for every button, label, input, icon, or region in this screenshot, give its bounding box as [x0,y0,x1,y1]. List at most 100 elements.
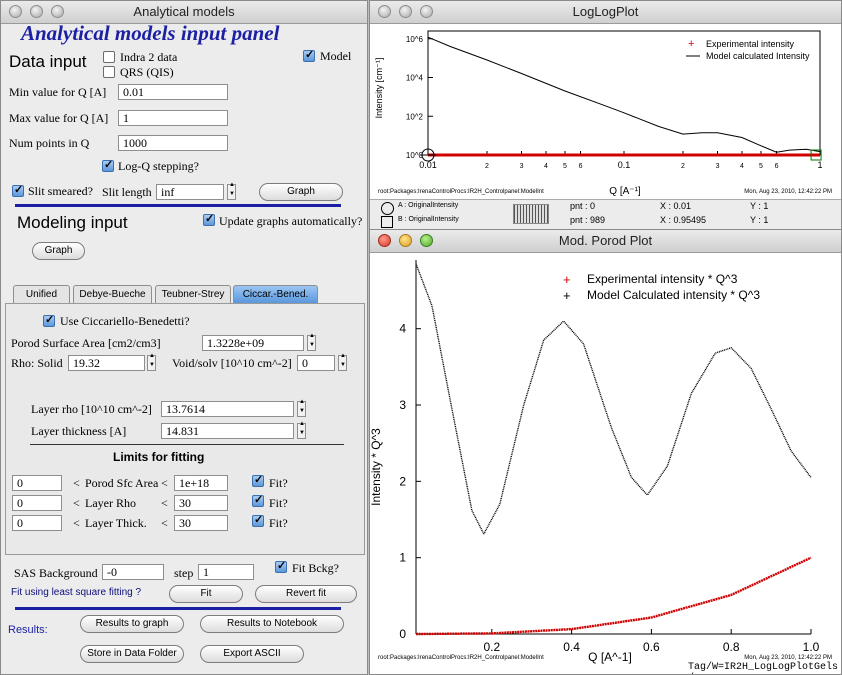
loglog-ylabel: Intensity [cm⁻¹] [374,58,384,119]
fit-layer-rho-label: Fit? [269,496,288,510]
layer-rho-field[interactable]: 13.7614 [161,401,294,417]
void-solv-field[interactable]: 0 [297,355,335,371]
zoom-icon[interactable] [51,5,64,18]
porod-exp-series [416,556,812,636]
results-to-graph-button[interactable]: Results to graph [80,615,184,633]
void-solv-stepper[interactable] [338,353,347,371]
limit-name-layer-rho: Layer Rho [85,496,136,510]
slit-length-stepper[interactable] [227,182,236,200]
model-checkbox[interactable] [303,48,315,62]
max-q-label: Max value for Q [A] [9,111,109,125]
minimize-icon[interactable] [30,5,43,18]
use-cb-label: Use Ciccariello-Benedetti? [60,314,190,328]
porod-area-stepper[interactable] [307,333,316,351]
loglog-x-tick-label: 1 [817,160,822,170]
num-points-label: Num points in Q [9,136,90,150]
layer-thickness-field[interactable]: 14.831 [161,423,294,439]
cursor-a-circle-icon[interactable] [381,202,394,215]
layer-thickness-stepper[interactable] [297,421,306,439]
modeling-graph-button[interactable]: Graph [32,242,85,260]
model-label: Model [320,49,352,63]
sas-background-label: SAS Background [14,566,98,580]
lt-sign: < [73,496,80,510]
loglog-x-tick-label: 3 [716,163,720,170]
zoom-icon[interactable] [420,5,433,18]
minimize-icon[interactable] [399,5,412,18]
porod-y-tick-label: 2 [399,474,406,488]
log-q-checkbox[interactable] [102,158,114,172]
porod-area-label: Porod Surface Area [cm2/cm3] [11,336,161,350]
loglog-y-tick-label: 10^2 [406,112,424,121]
loglog-x-tick-label: 3 [520,163,524,170]
pnt-a: pnt : 0 [570,201,596,211]
limit-high-porod[interactable]: 1e+18 [174,475,228,491]
min-q-field[interactable]: 0.01 [118,84,228,100]
layer-rho-label: Layer rho [10^10 cm^-2] [31,402,152,416]
sas-background-field[interactable]: -0 [102,564,164,580]
loglog-chart: 0.01 2 3 4 5 6 0.1 2 3 4 5 6 1 10^0 10^2 10^4 10^6 Inten… [374,30,832,197]
tab-teubner-strey[interactable]: Teubner-Strey [155,285,231,303]
fit-layer-rho-checkbox[interactable] [252,493,264,507]
limit-low-layer-thick[interactable]: 0 [12,515,62,531]
rho-solid-label: Rho: Solid [11,356,63,370]
svg-text:+: + [563,272,571,287]
cursor-a-label: A : OriginalIntensity [398,202,459,209]
loglog-x-tick-label: 5 [563,163,567,170]
divider-1 [15,204,341,207]
fit-porod-checkbox[interactable] [252,473,264,487]
limit-high-layer-rho[interactable]: 30 [174,495,228,511]
tab-ciccar-bened[interactable]: Ciccar.-Bened. [233,285,318,303]
loglog-x-tick-label: 2 [681,163,685,170]
layer-rho-stepper[interactable] [297,399,306,417]
minimize-icon[interactable] [399,234,412,247]
slit-length-field[interactable]: inf [156,184,224,200]
svg-text:+: + [563,288,571,303]
loglog-y-tick-label: 10^6 [406,35,424,44]
loglog-legend-exp: Experimental intensity [706,39,795,49]
fit-layer-thick-label: Fit? [269,516,288,530]
fit-layer-thick-checkbox[interactable] [252,513,264,527]
svg-text:+: + [688,38,694,50]
data-graph-button[interactable]: Graph [259,183,343,201]
close-icon[interactable] [9,5,22,18]
log-q-label: Log-Q stepping? [118,159,199,173]
rho-solid-stepper[interactable] [147,353,156,371]
indra2-checkbox[interactable] [103,51,115,63]
loglog-x-tick-label: 0.1 [618,160,631,170]
porod-area-field[interactable]: 1.3228e+09 [202,335,304,351]
porod-legend: + Experimental intensity * Q^3 + Model C… [563,272,760,303]
fit-bckg-checkbox[interactable] [275,559,287,573]
limit-high-layer-thick[interactable]: 30 [174,515,228,531]
update-graphs-checkbox[interactable] [203,212,215,226]
loglog-plot-frame [427,30,821,156]
limit-low-layer-rho[interactable]: 0 [12,495,62,511]
export-ascii-button[interactable]: Export ASCII [200,645,304,663]
cursor-b-label: B : OriginalIntensity [398,216,459,223]
max-q-field[interactable]: 1 [118,110,228,126]
tab-debye-bueche[interactable]: Debye-Bueche [73,285,152,303]
panel-heading: Analytical models input panel [21,21,280,45]
lt-sign: < [73,516,80,530]
use-cb-checkbox[interactable] [43,313,55,327]
porod-legend-model: Model Calculated intensity * Q^3 [587,288,760,302]
close-icon[interactable] [378,234,391,247]
rho-solid-field[interactable]: 19.32 [68,355,145,371]
cursor-slider-icon[interactable] [513,204,549,224]
limit-low-porod[interactable]: 0 [12,475,62,491]
step-field[interactable]: 1 [198,564,254,580]
zoom-icon[interactable] [420,234,433,247]
porod-window-title: Mod. Porod Plot [558,233,653,248]
qrs-checkbox[interactable] [103,66,115,78]
porod-ylabel: Intensity * Q^3 [370,428,383,506]
tab-unified[interactable]: Unified [13,285,70,303]
store-in-data-folder-button[interactable]: Store in Data Folder [80,645,184,663]
revert-fit-button[interactable]: Revert fit [255,585,357,603]
num-points-field[interactable]: 1000 [118,135,228,151]
slit-smeared-checkbox[interactable] [12,183,24,197]
cursor-b-square-icon[interactable] [381,216,393,228]
slit-smeared-label: Slit smeared? [28,184,93,198]
results-to-notebook-button[interactable]: Results to Notebook [200,615,344,633]
fit-button[interactable]: Fit [169,585,243,603]
loglog-window: LogLogPlot 0.01 2 3 4 5 6 0.1 2 3 4 5 6 1 10^0 10^2 10^… [369,0,842,230]
close-icon[interactable] [378,5,391,18]
